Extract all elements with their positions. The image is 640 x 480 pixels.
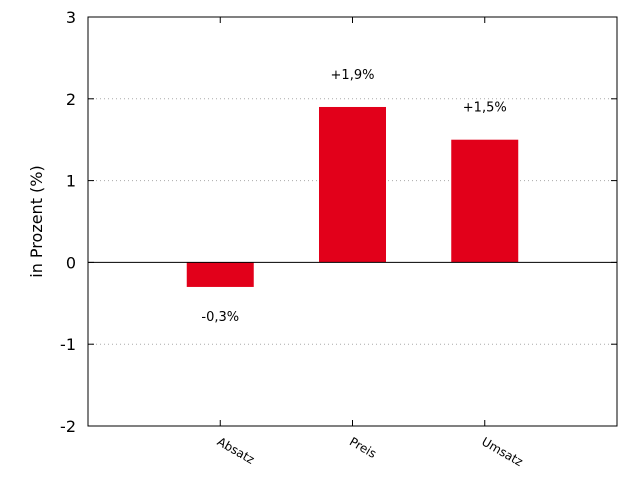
- y-tick-label: 0: [66, 253, 76, 272]
- y-tick-label: -1: [60, 335, 76, 354]
- data-label: +1,9%: [331, 68, 375, 83]
- x-category-label: Umsatz: [479, 434, 525, 469]
- y-tick-label: -2: [60, 417, 76, 436]
- y-tick-label: 1: [66, 172, 76, 191]
- y-tick-label: 3: [66, 8, 76, 27]
- data-label: -0,3%: [201, 310, 239, 325]
- y-axis-title: in Prozent (%): [27, 165, 46, 277]
- data-label: +1,5%: [463, 101, 507, 116]
- x-category-label: Preis: [347, 434, 379, 460]
- bar-layer: [186, 106, 519, 287]
- bar-preis: [319, 106, 386, 263]
- data-label-layer: -0,3% +1,9% +1,5%: [201, 68, 506, 325]
- bar-umsatz: [451, 139, 519, 263]
- x-category-label: Absatz: [215, 434, 257, 466]
- y-tick-label: 2: [66, 90, 76, 109]
- bar-absatz: [186, 262, 254, 287]
- y-tick-layer: -2 -1 0 1 2 3: [60, 8, 617, 436]
